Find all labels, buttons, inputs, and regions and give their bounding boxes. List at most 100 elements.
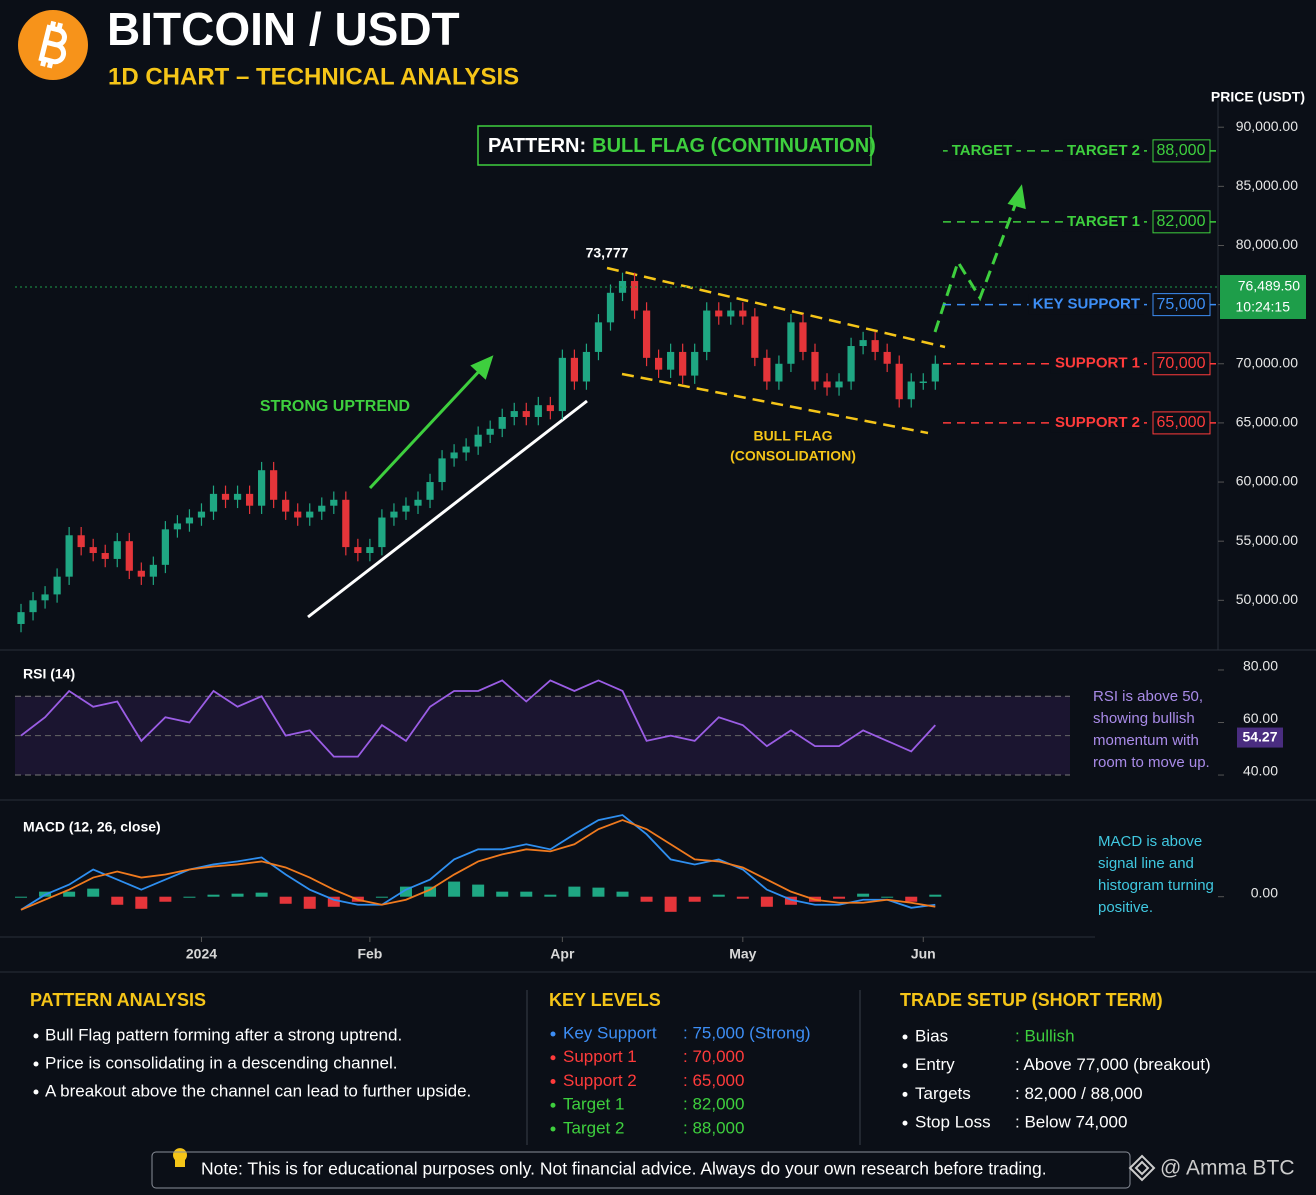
- setup-row-value: : Bullish: [1015, 1026, 1075, 1045]
- histogram-bar: [496, 891, 509, 897]
- current-price-tag: [1220, 275, 1306, 320]
- bullet: [33, 1089, 39, 1095]
- level-row-value: : 65,000: [683, 1071, 744, 1090]
- histogram-bar: [760, 896, 773, 907]
- pattern-item: A breakout above the channel can lead to…: [45, 1081, 471, 1100]
- y-tick-label: 85,000.00: [1236, 177, 1298, 193]
- candle-body: [871, 340, 879, 352]
- candle-body: [486, 428, 494, 435]
- btc-logo-glyph: [38, 20, 67, 69]
- histogram-bar: [833, 896, 846, 899]
- candle-body: [402, 505, 410, 512]
- setup-row-value: : 82,000 / 88,000: [1015, 1084, 1143, 1103]
- panel-title: RSI (14): [23, 666, 75, 682]
- histogram-bar: [664, 896, 677, 912]
- x-tick-label: May: [729, 946, 756, 962]
- y-tick-label: 80,000.00: [1236, 236, 1298, 252]
- label-bg: [1050, 411, 1144, 433]
- candle-body: [125, 541, 133, 571]
- candle-body: [41, 594, 49, 601]
- level-value: 82,000: [1157, 213, 1206, 230]
- candle-body: [811, 351, 819, 382]
- candle-body: [390, 511, 398, 518]
- level-name: TARGET 1: [1067, 213, 1140, 230]
- candle-body: [306, 511, 314, 518]
- candle-body: [101, 553, 109, 559]
- histogram-bar: [231, 893, 244, 897]
- rsi-current-tag: [1237, 727, 1283, 748]
- histogram-bar: [592, 887, 605, 897]
- histogram-bar: [544, 894, 557, 897]
- note-line: RSI is above 50,: [1093, 688, 1203, 705]
- candle-body: [53, 576, 61, 595]
- candle-body: [258, 470, 266, 506]
- setup-row-label: Entry: [915, 1055, 955, 1074]
- bullet: [902, 1034, 908, 1040]
- candle-body: [221, 493, 230, 500]
- level-name: KEY SUPPORT: [1033, 296, 1140, 313]
- histogram-bar: [568, 886, 581, 897]
- note-box: [151, 1151, 1131, 1189]
- histogram-bar: [375, 896, 388, 898]
- candle-body: [438, 458, 446, 483]
- candle-body: [883, 351, 891, 364]
- bullet: [902, 1091, 908, 1097]
- projection-path: [933, 184, 1026, 333]
- candle-body: [570, 357, 579, 382]
- candle-body: [895, 363, 903, 400]
- annotation: 73,777: [586, 245, 629, 261]
- bullet: [33, 1033, 39, 1039]
- histogram-bar: [736, 896, 749, 899]
- histogram-bar: [303, 896, 316, 909]
- candle-body: [727, 310, 735, 317]
- channel-line: [621, 372, 929, 435]
- level-row-label: Target 2: [563, 1118, 624, 1137]
- y-tick-label: 40.00: [1243, 763, 1278, 779]
- level-box: [1152, 352, 1211, 376]
- candle-body: [318, 505, 326, 512]
- pattern-label: PATTERN: BULL FLAG (CONTINUATION): [488, 135, 876, 157]
- setup-row-value: : Below 74,000: [1015, 1113, 1127, 1132]
- candle-body: [330, 499, 338, 506]
- histogram-bar: [688, 896, 701, 902]
- candle-body: [751, 316, 759, 358]
- panel-title: PATTERN ANALYSIS: [30, 990, 206, 1010]
- candle-body: [498, 416, 506, 429]
- histogram-bar: [905, 896, 918, 902]
- x-tick-label: Feb: [357, 946, 382, 962]
- candle-body: [667, 351, 675, 370]
- level-row-value: : 70,000: [683, 1047, 744, 1066]
- level-row-label: Target 1: [563, 1095, 624, 1114]
- candle-body: [366, 547, 374, 554]
- bullet: [33, 1061, 39, 1067]
- candle-body: [823, 381, 831, 388]
- y-tick-label: 0.00: [1251, 884, 1278, 900]
- histogram-bar: [712, 894, 725, 897]
- bullet: [550, 1126, 556, 1132]
- bullet: [550, 1102, 556, 1108]
- histogram-bar: [87, 888, 100, 897]
- candle-body: [233, 493, 242, 500]
- candle-body: [775, 363, 783, 382]
- x-tick-label: Apr: [550, 946, 575, 962]
- watermark: @ Amma BTC: [1160, 1157, 1295, 1180]
- candle-body: [450, 452, 458, 459]
- note-line: histogram turning: [1098, 877, 1214, 894]
- rsi-band: [15, 696, 1070, 776]
- label-bg: [1050, 352, 1144, 374]
- histogram-bar: [135, 896, 148, 909]
- bulb-icon: [173, 1148, 187, 1167]
- level-row-value: : 88,000: [683, 1118, 744, 1137]
- candle-body: [835, 381, 843, 388]
- setup-row-label: Stop Loss: [915, 1113, 991, 1132]
- histogram-bar: [424, 886, 437, 897]
- current-price-label: 76,489.50: [1238, 278, 1300, 294]
- histogram-bar: [63, 891, 76, 897]
- candle-body: [378, 517, 386, 548]
- panel-title: MACD (12, 26, close): [23, 819, 161, 835]
- histogram-bar: [520, 891, 533, 897]
- candle-body: [89, 547, 97, 554]
- level-row-label: Support 1: [563, 1047, 637, 1066]
- target-label: TARGET: [952, 142, 1013, 159]
